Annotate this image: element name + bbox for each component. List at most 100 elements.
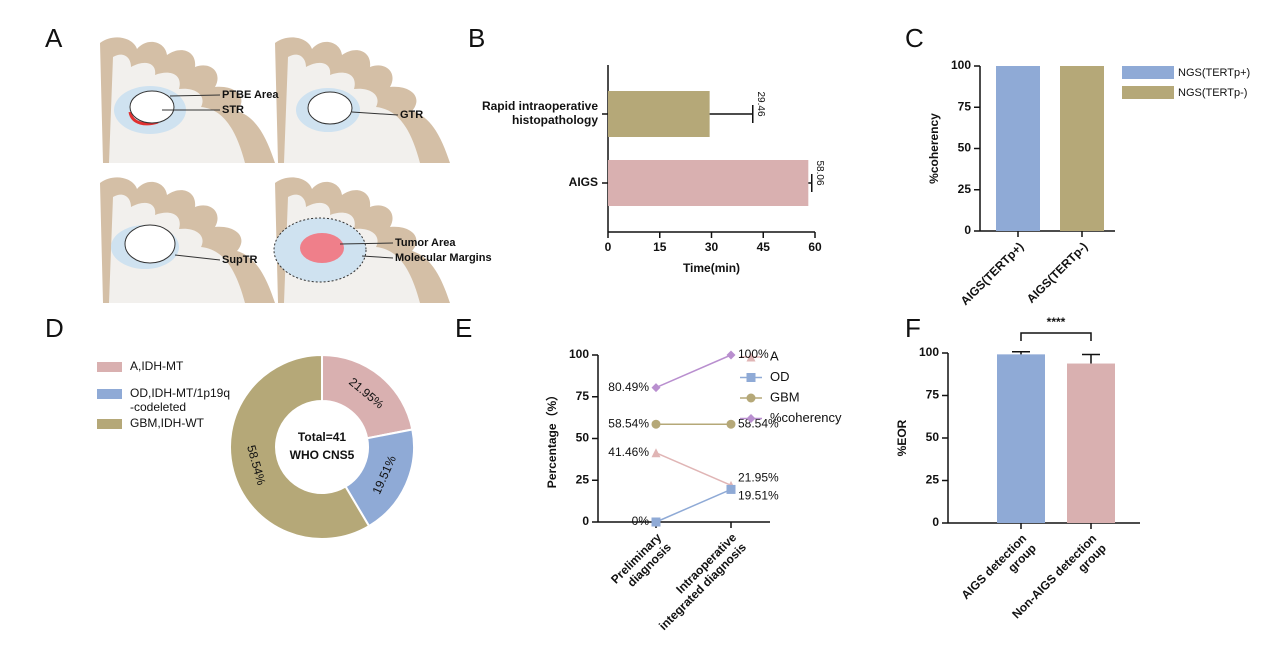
panel-label: A (45, 23, 63, 53)
x-tick-label: AIGS(TERTp-) (1024, 239, 1090, 305)
legend-label: GBM,IDH-WT (130, 416, 205, 430)
value-label: 80.49% (608, 380, 649, 394)
value-label: 100% (738, 347, 769, 361)
y-tick-label: 50 (926, 430, 940, 444)
value-label: 58.54% (608, 416, 649, 430)
error-bar (1082, 353, 1100, 364)
y-tick-label: 100 (951, 58, 971, 72)
text-line: Rapid intraoperative (482, 99, 598, 113)
legend-swatch (97, 419, 122, 429)
y-tick-label: 100 (919, 345, 939, 359)
label: GTR (400, 109, 423, 121)
slice (229, 353, 371, 540)
y-tick-label: 0 (582, 514, 589, 528)
line (655, 488, 732, 523)
y-tick-label: 75 (958, 99, 972, 113)
x-tick-label: AIGS(TERTp+) (958, 239, 1027, 308)
y-tick-label: 25 (576, 472, 590, 486)
legend-marker (746, 414, 756, 423)
marker (651, 419, 661, 429)
label: Molecular Margins (395, 252, 492, 264)
legend-label: OD,IDH-MT/1p19q -codeleted (130, 386, 230, 414)
x-tick-label: Preliminarydiagnosis (608, 530, 674, 596)
y-tick-label: 50 (576, 431, 590, 445)
bracket (1020, 332, 1092, 341)
center-label: WHO CNS5 (290, 448, 355, 462)
error-bar (1012, 351, 1030, 355)
value-label: 29.46 (755, 91, 766, 116)
text-line: OD,IDH-MT/1p19q (130, 386, 230, 400)
legend-label: NGS(TERTp-) (1178, 87, 1247, 99)
legend-label: OD (770, 369, 790, 384)
y-axis-label: %coherency (927, 113, 941, 184)
legend-label: A (770, 348, 779, 363)
bar (1060, 66, 1104, 231)
y-tick-label: 0 (932, 515, 939, 529)
panel-a: A PTBE Area STR GTR SupTR Tumor Area Mol… (45, 23, 492, 303)
y-tick-label: Rapid intraoperative histopathology (482, 99, 598, 127)
annotation: **** (1047, 315, 1066, 329)
value-label: 21.95% (738, 471, 779, 485)
line (655, 452, 732, 487)
bar (1067, 363, 1115, 523)
legend-marker (746, 352, 756, 362)
legend-swatch (1122, 86, 1174, 99)
bar (996, 66, 1040, 231)
y-tick-label: 50 (958, 141, 972, 155)
bar (997, 354, 1045, 523)
marker (651, 383, 661, 393)
tumor (300, 233, 344, 263)
panel-label: C (905, 23, 924, 53)
legend-label: NGS(TERTp+) (1178, 67, 1250, 79)
x-axis-label: Time(min) (683, 261, 740, 275)
y-tick-label: AIGS (569, 175, 598, 189)
marker (726, 350, 736, 360)
leaders (162, 94, 399, 261)
cavity (129, 90, 175, 124)
slice (344, 428, 415, 528)
legend-swatch (97, 362, 122, 372)
y-axis-label: Percentage（%） (544, 389, 559, 488)
text-line: -codeleted (130, 400, 186, 414)
panel-label: B (468, 23, 485, 53)
label: SupTR (222, 254, 257, 266)
marker (726, 484, 736, 494)
legend-label: GBM (770, 389, 800, 404)
legend-swatch (1122, 66, 1174, 79)
x-tick-label: 30 (705, 240, 719, 254)
legend-swatch (97, 389, 122, 399)
x-tick-label: 60 (808, 240, 822, 254)
bar (608, 91, 710, 137)
y-tick-label: 75 (926, 388, 940, 402)
label: Tumor Area (395, 237, 456, 249)
error-bar (808, 174, 813, 192)
x-tick-label: 45 (757, 240, 771, 254)
error-bar (709, 105, 754, 123)
y-tick-label: 25 (926, 473, 940, 487)
y-tick-label: 0 (964, 223, 971, 237)
legend-marker (746, 393, 756, 403)
cavity (307, 91, 353, 125)
bar (608, 160, 809, 206)
line (655, 354, 732, 389)
panel-label: D (45, 313, 64, 343)
center-label: Total=41 (298, 430, 346, 444)
text-line: histopathology (512, 113, 598, 127)
label: PTBE Area (222, 89, 279, 101)
value-label: 41.46% (608, 445, 649, 459)
y-tick-label: 75 (576, 389, 590, 403)
x-tick-label: 15 (653, 240, 667, 254)
marker (651, 448, 661, 458)
cavity (124, 224, 176, 264)
value-label: 0% (632, 514, 650, 528)
legend-marker (746, 373, 756, 382)
marker (726, 419, 736, 429)
y-tick-label: 25 (958, 182, 972, 196)
panel-label: F (905, 313, 921, 343)
label: STR (222, 104, 244, 116)
legend-label: A,IDH-MT (130, 359, 184, 373)
value-label: 58.06 (814, 160, 825, 185)
y-axis-label: %EOR (895, 419, 909, 456)
y-tick-label: 100 (569, 347, 589, 361)
